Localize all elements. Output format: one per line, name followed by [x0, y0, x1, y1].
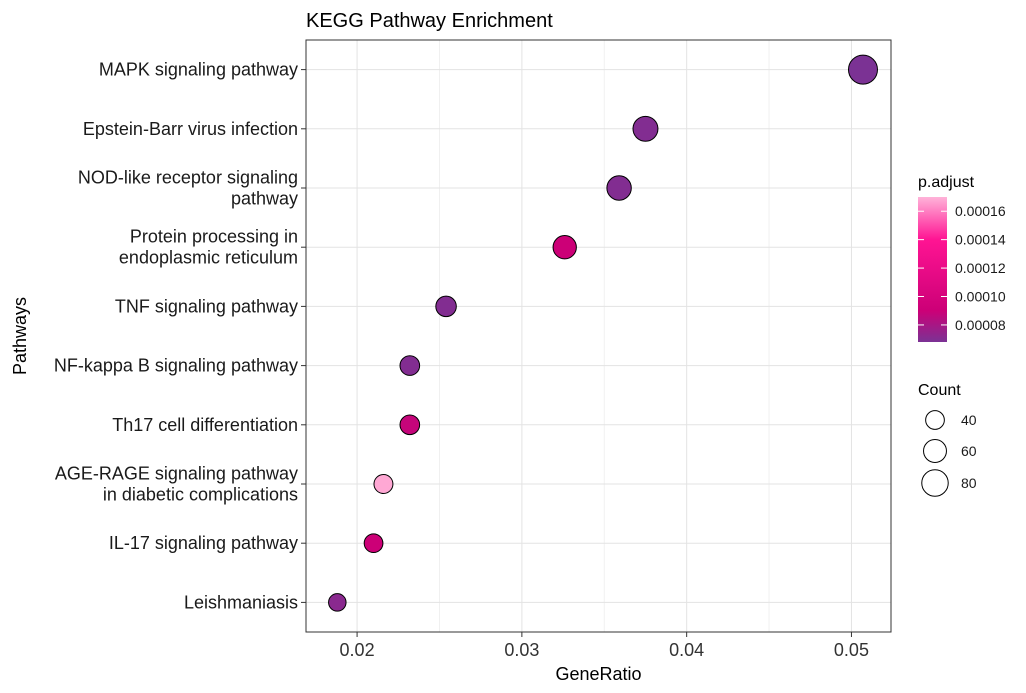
y-tick-label: NOD-like receptor signaling pathway [78, 168, 298, 209]
x-tick-label: 0.05 [834, 640, 869, 660]
data-point [399, 414, 421, 436]
size-legend-title: Count [918, 382, 961, 399]
size-legend-circle [923, 439, 947, 463]
color-legend: p.adjust 0.00016 0.00014 0.00012 0.00010 0.0… [918, 174, 1006, 342]
data-point [373, 474, 394, 494]
color-legend-label: 0.00012 [955, 260, 1006, 276]
color-legend-label: 0.00014 [955, 232, 1006, 248]
color-bar [918, 197, 947, 342]
size-legend-label: 80 [961, 475, 977, 491]
y-axis-title: Pathways [10, 297, 30, 375]
data-points [328, 54, 878, 612]
plot-panel-border [305, 39, 892, 633]
y-tick-label: Protein processing in endoplasmic reticul… [119, 227, 298, 268]
color-legend-label: 0.00016 [955, 203, 1006, 219]
data-point [399, 355, 421, 376]
data-point [435, 295, 457, 318]
data-point [632, 115, 659, 142]
x-axis-title: GeneRatio [555, 664, 641, 684]
x-tick-label: 0.03 [504, 640, 539, 660]
y-tick-label: MAPK signaling pathway [99, 60, 298, 80]
size-legend-label: 40 [961, 412, 977, 428]
size-legend-label: 60 [961, 443, 977, 459]
grid-lines [306, 40, 891, 632]
y-tick-label: TNF signaling pathway [115, 296, 298, 316]
x-axis: 0.02 0.03 0.04 0.05 [340, 632, 869, 660]
color-legend-label: 0.00010 [955, 289, 1006, 305]
x-tick-label: 0.02 [340, 640, 375, 660]
y-axis: MAPK signaling pathway Epstein-Barr virus… [54, 60, 306, 612]
data-point [847, 54, 878, 85]
y-tick-label: Leishmaniasis [184, 592, 298, 612]
data-point [363, 533, 384, 554]
color-legend-label: 0.00008 [955, 317, 1006, 333]
y-tick-label: IL-17 signaling pathway [109, 533, 298, 553]
y-tick-label: Th17 cell differentiation [112, 415, 298, 435]
size-legend-circle [921, 469, 949, 497]
y-tick-label: AGE-RAGE signaling pathway in diabetic co… [55, 464, 298, 505]
data-point [328, 593, 347, 612]
chart-title: KEGG Pathway Enrichment [306, 10, 553, 32]
data-point [552, 235, 577, 260]
size-legend-circle [925, 410, 945, 430]
color-legend-title: p.adjust [918, 174, 975, 191]
y-tick-label: Epstein-Barr virus infection [83, 119, 298, 139]
data-point [606, 175, 632, 201]
x-tick-label: 0.04 [669, 640, 704, 660]
y-tick-label: NF-kappa B signaling pathway [54, 356, 298, 376]
size-legend: Count 40 60 80 [918, 382, 977, 497]
